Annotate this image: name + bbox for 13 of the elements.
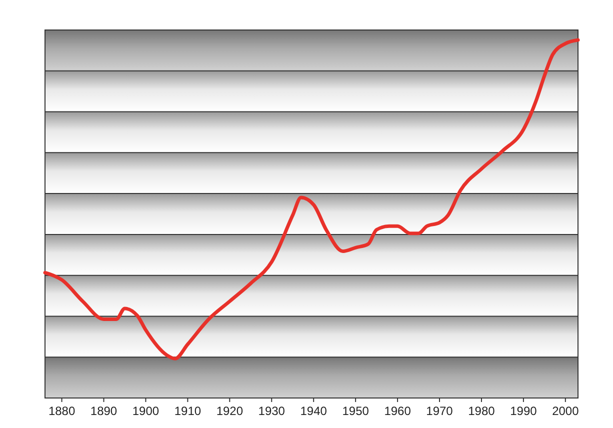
x-tick-label: 1910 (174, 404, 202, 418)
x-tick-label: 1970 (426, 404, 454, 418)
x-tick-label: 1920 (216, 404, 244, 418)
x-tick-label: 1930 (258, 404, 286, 418)
x-tick-label: 1890 (90, 404, 118, 418)
x-tick-label: 1940 (300, 404, 328, 418)
x-tick-label: 2000 (552, 404, 580, 418)
x-tick-label: 1990 (510, 404, 538, 418)
x-tick-label: 1900 (132, 404, 160, 418)
x-tick-label: 1960 (384, 404, 412, 418)
x-tick-label: 1950 (342, 404, 370, 418)
x-tick-label: 1880 (48, 404, 76, 418)
x-tick-label: 1980 (468, 404, 496, 418)
